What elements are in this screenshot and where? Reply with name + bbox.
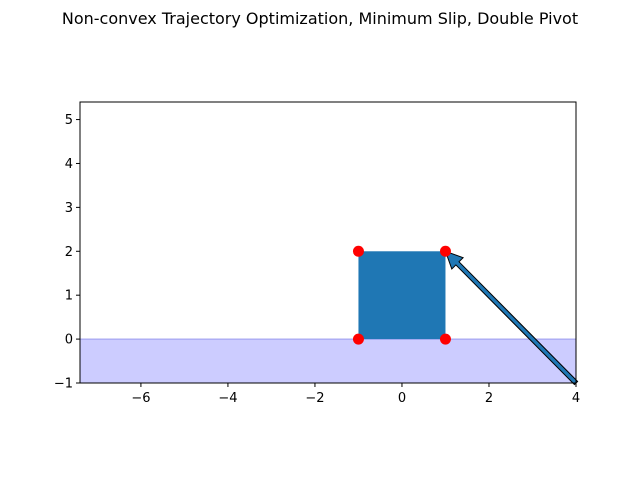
y-tick-label: 0 <box>65 333 73 348</box>
ground-region <box>79 338 577 384</box>
y-tick-label: 5 <box>65 113 73 128</box>
axes-frame <box>79 101 577 384</box>
y-tick-label: 4 <box>65 157 73 172</box>
y-tick-label: 3 <box>65 201 73 216</box>
contact-point <box>352 333 364 345</box>
x-tick-label: −6 <box>131 391 150 406</box>
contact-point <box>439 333 451 345</box>
plot-area <box>79 101 579 386</box>
contact-point <box>439 245 451 257</box>
force-arrow <box>444 250 579 386</box>
y-tick-label: −1 <box>54 377 73 392</box>
contact-point <box>352 245 364 257</box>
x-tick-label: −4 <box>218 391 237 406</box>
y-tick-label: 2 <box>65 245 73 260</box>
x-tick-label: 2 <box>485 391 493 406</box>
x-tick-label: 4 <box>572 391 580 406</box>
y-axis-ticks: −1 0 1 2 3 4 5 <box>54 113 80 392</box>
y-tick-label: 1 <box>65 289 73 304</box>
x-tick-label: 0 <box>398 391 406 406</box>
x-tick-label: −2 <box>305 391 324 406</box>
box-object <box>358 251 446 340</box>
x-axis-ticks: −6 −4 −2 0 2 4 <box>131 383 580 406</box>
chart-title: Non-convex Trajectory Optimization, Mini… <box>62 9 578 28</box>
